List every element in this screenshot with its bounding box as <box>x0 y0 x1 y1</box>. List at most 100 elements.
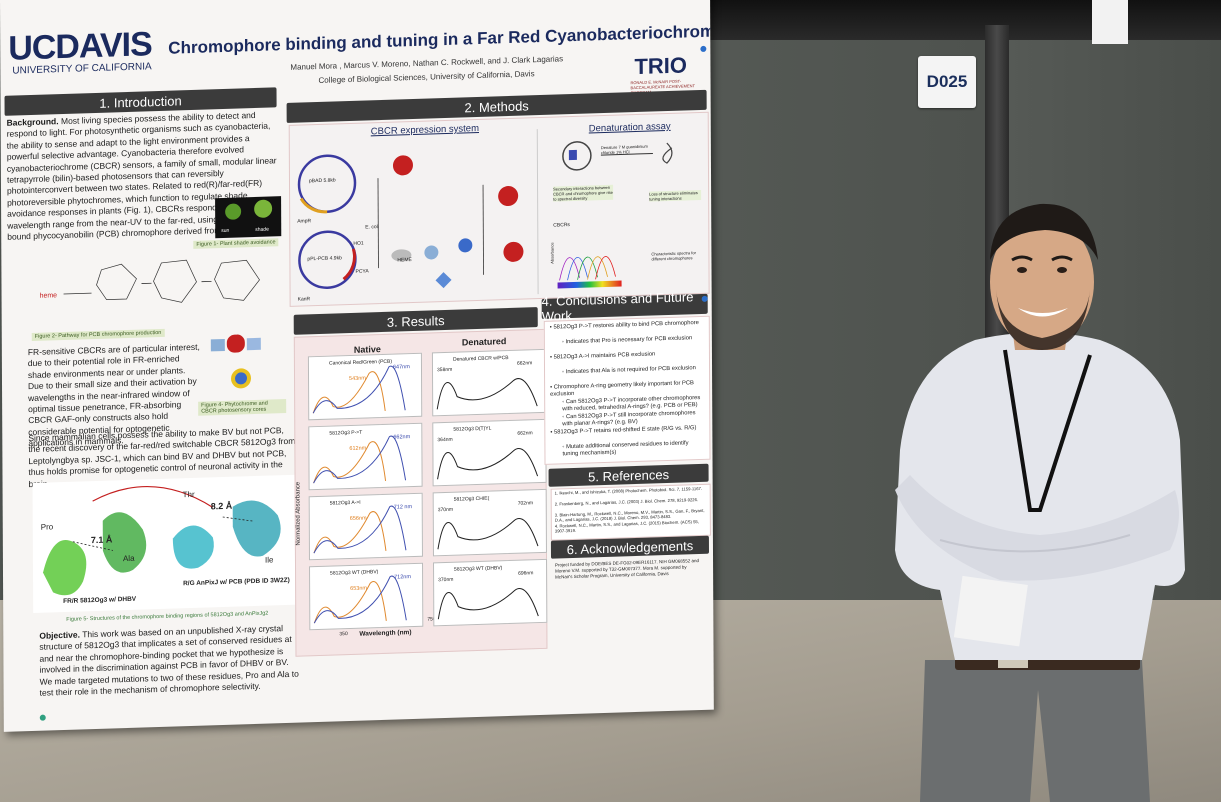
fig2-pathway: heme <box>31 249 281 327</box>
push-pin <box>700 45 707 52</box>
protein-domain-icon <box>210 334 261 389</box>
fig5-thr: Thr <box>182 489 195 500</box>
trousers <box>920 660 1150 802</box>
secondary-note: Secondary interactions between CBCR and … <box>553 184 614 202</box>
spectrum-panel: 5812Og3 A->I 656nm 712 nm <box>308 492 423 561</box>
ceiling <box>700 0 1221 40</box>
board-number-tag: D025 <box>918 56 976 108</box>
spectrum-panel-label: 5812Og3 CHIE( <box>453 495 490 503</box>
spectrum-panel: 5812Og3 WT (DHBV) 370nm 696nm <box>433 558 548 627</box>
plant-icon <box>225 199 273 220</box>
spectrum-panel-label: 5812Og3 D(T)YL <box>453 425 492 433</box>
spectrum-curves <box>436 378 538 410</box>
fig5-pro: Pro <box>40 522 54 532</box>
spectrum-peak-a: 612nm <box>349 445 367 453</box>
fig5-caption: Figure 5- Structures of the chromophore … <box>63 609 272 625</box>
spectrum-peak-a: 656nm <box>349 515 367 523</box>
fig5-ala: Ala <box>122 553 135 564</box>
spectrum-peak-a: 364nm <box>437 436 453 444</box>
push-pin <box>39 714 46 721</box>
spectra-rainbow-icon <box>557 256 622 289</box>
poster: UCDAVIS UNIVERSITY OF CALIFORNIA Chromop… <box>0 0 714 732</box>
spectrum-panel-label: 5812Og3 P->T <box>329 429 363 437</box>
spectrum-curves <box>437 448 539 480</box>
denature-note: Denature 7 M guanidinium chloride 1% HCl <box>600 143 648 156</box>
results-y-axis-label: Normalized Absorbance <box>295 481 302 546</box>
spectrum-peak-a: 358nm <box>436 366 453 374</box>
conclusions-heading: 4. Conclusions and Future Work <box>542 289 708 324</box>
spectrum-peak-b: 662nm <box>517 430 533 437</box>
presenter-person <box>895 203 1185 802</box>
objective-label: Objective. <box>39 629 81 641</box>
tetrapyrrole-structures-icon <box>63 259 260 303</box>
ho1-label: HO1 <box>353 240 364 247</box>
spectrum-peak-b: 702nm <box>517 500 534 507</box>
spectrum-panel: 5812Og3 P->T 612nm 662nm <box>308 422 423 491</box>
fig5-distance-1: 7.1 Å <box>90 534 113 546</box>
acknowledgements-heading: 6. Acknowledgements <box>550 535 710 559</box>
acknowledgements-text: Project funded by DOE/BES DE-FG02-09ER16… <box>555 558 700 580</box>
plasmid-1: pBAD 5.8kb <box>308 177 336 185</box>
fig2-caption: Figure 2- Pathway for PCB chromophore pr… <box>31 328 165 342</box>
spectrum-panel: 5812Og3 CHIE( 370nm 702nm <box>432 488 547 557</box>
hair <box>990 203 1098 260</box>
kan-resistance: KanR <box>297 296 311 303</box>
plasmid-2: pPL-PCB 4.9kb <box>307 255 342 263</box>
protein-structure-icon <box>43 486 281 596</box>
spectrum-peak-b: 647nm <box>392 364 410 371</box>
cbcrs-label: CBCRs <box>553 222 570 229</box>
spectrum-panel: 5812Og3 WT (DHBV) 653nm 712nm <box>309 562 424 631</box>
spectrum-peak-a: 370nm <box>437 506 454 514</box>
spectrum-peak-b: 712 nm <box>393 504 413 511</box>
fig1-image: sun shade <box>215 196 282 239</box>
spectrum-curves <box>437 518 539 550</box>
fig5-structures: Pro Thr Ala Ile 7.1 Å 8.2 Å FR/R 5812Og3… <box>32 474 298 613</box>
fig2-heme: heme <box>39 292 58 300</box>
spectrum-peak-b: 696nm <box>518 570 534 577</box>
results-x-min: 350 <box>339 631 348 638</box>
ecoli-label: E. coli <box>365 224 379 231</box>
spectrum-peak-b: 712nm <box>394 574 411 581</box>
objective: Objective. This work was based on an unp… <box>39 622 303 710</box>
smile <box>1018 308 1068 317</box>
references-heading: 5. References <box>548 463 709 487</box>
heme-label: HEME <box>397 257 412 264</box>
spectrum-peak-a: 543nm <box>349 375 366 383</box>
fig1-sun: sun <box>221 227 230 235</box>
spectrum-curves <box>313 435 407 484</box>
spectrum-peak-a: 370nm <box>438 576 454 584</box>
lanyard <box>1003 349 1092 512</box>
spectrum-peak-a: 653nm <box>350 585 367 593</box>
name-badge <box>953 575 1028 647</box>
trio-logo: TRIO <box>634 52 688 80</box>
face <box>990 216 1094 348</box>
loss-note: Loss of structure eliminates tuning inte… <box>649 189 702 202</box>
spectrum-curves <box>312 365 406 414</box>
fig5-distance-2: 8.2 Å <box>210 500 233 512</box>
fig4-image <box>207 329 282 401</box>
spectrum-panel: 5812Og3 D(T)YL 364nm 662nm <box>432 418 547 487</box>
amp-resistance: AmpR <box>297 218 312 225</box>
spectrum-curves <box>313 575 407 624</box>
fig4-caption: Figure 4- Phytochrome and CBCR photosens… <box>198 399 287 416</box>
shirt <box>895 332 1185 660</box>
spectrum-panel-label: 5812Og3 A->I <box>329 499 361 507</box>
cbcr-expression-diagram <box>297 154 524 289</box>
poster-title: Chromophore binding and tuning in a Far … <box>168 21 714 58</box>
pcya-gene: PCYA <box>355 268 369 275</box>
spectrum-peak-b: 662nm <box>516 360 533 367</box>
spectrum-panel: Canonical Red/Green (PCB) 543nm 647nm <box>307 352 423 421</box>
results-denatured-heading: Denatured <box>461 336 507 348</box>
spectrum-curves <box>437 588 539 620</box>
poster-affiliation: College of Biological Sciences, Universi… <box>318 69 535 85</box>
spectrum-panel: Denatured CBCR w/PCB 358nm 662nm <box>431 348 547 417</box>
fig1-shade: shade <box>255 226 269 233</box>
intro-background-label: Background. <box>6 116 59 128</box>
crossed-arms <box>895 475 1179 581</box>
protein-fold-icon <box>562 141 673 171</box>
hanging-sign <box>1092 0 1128 44</box>
characteristic-note: Characteristic spectra for different chr… <box>651 250 696 262</box>
spectrum-peak-b: 662nm <box>393 434 411 441</box>
absorbance-label: Absorbance <box>549 242 555 264</box>
